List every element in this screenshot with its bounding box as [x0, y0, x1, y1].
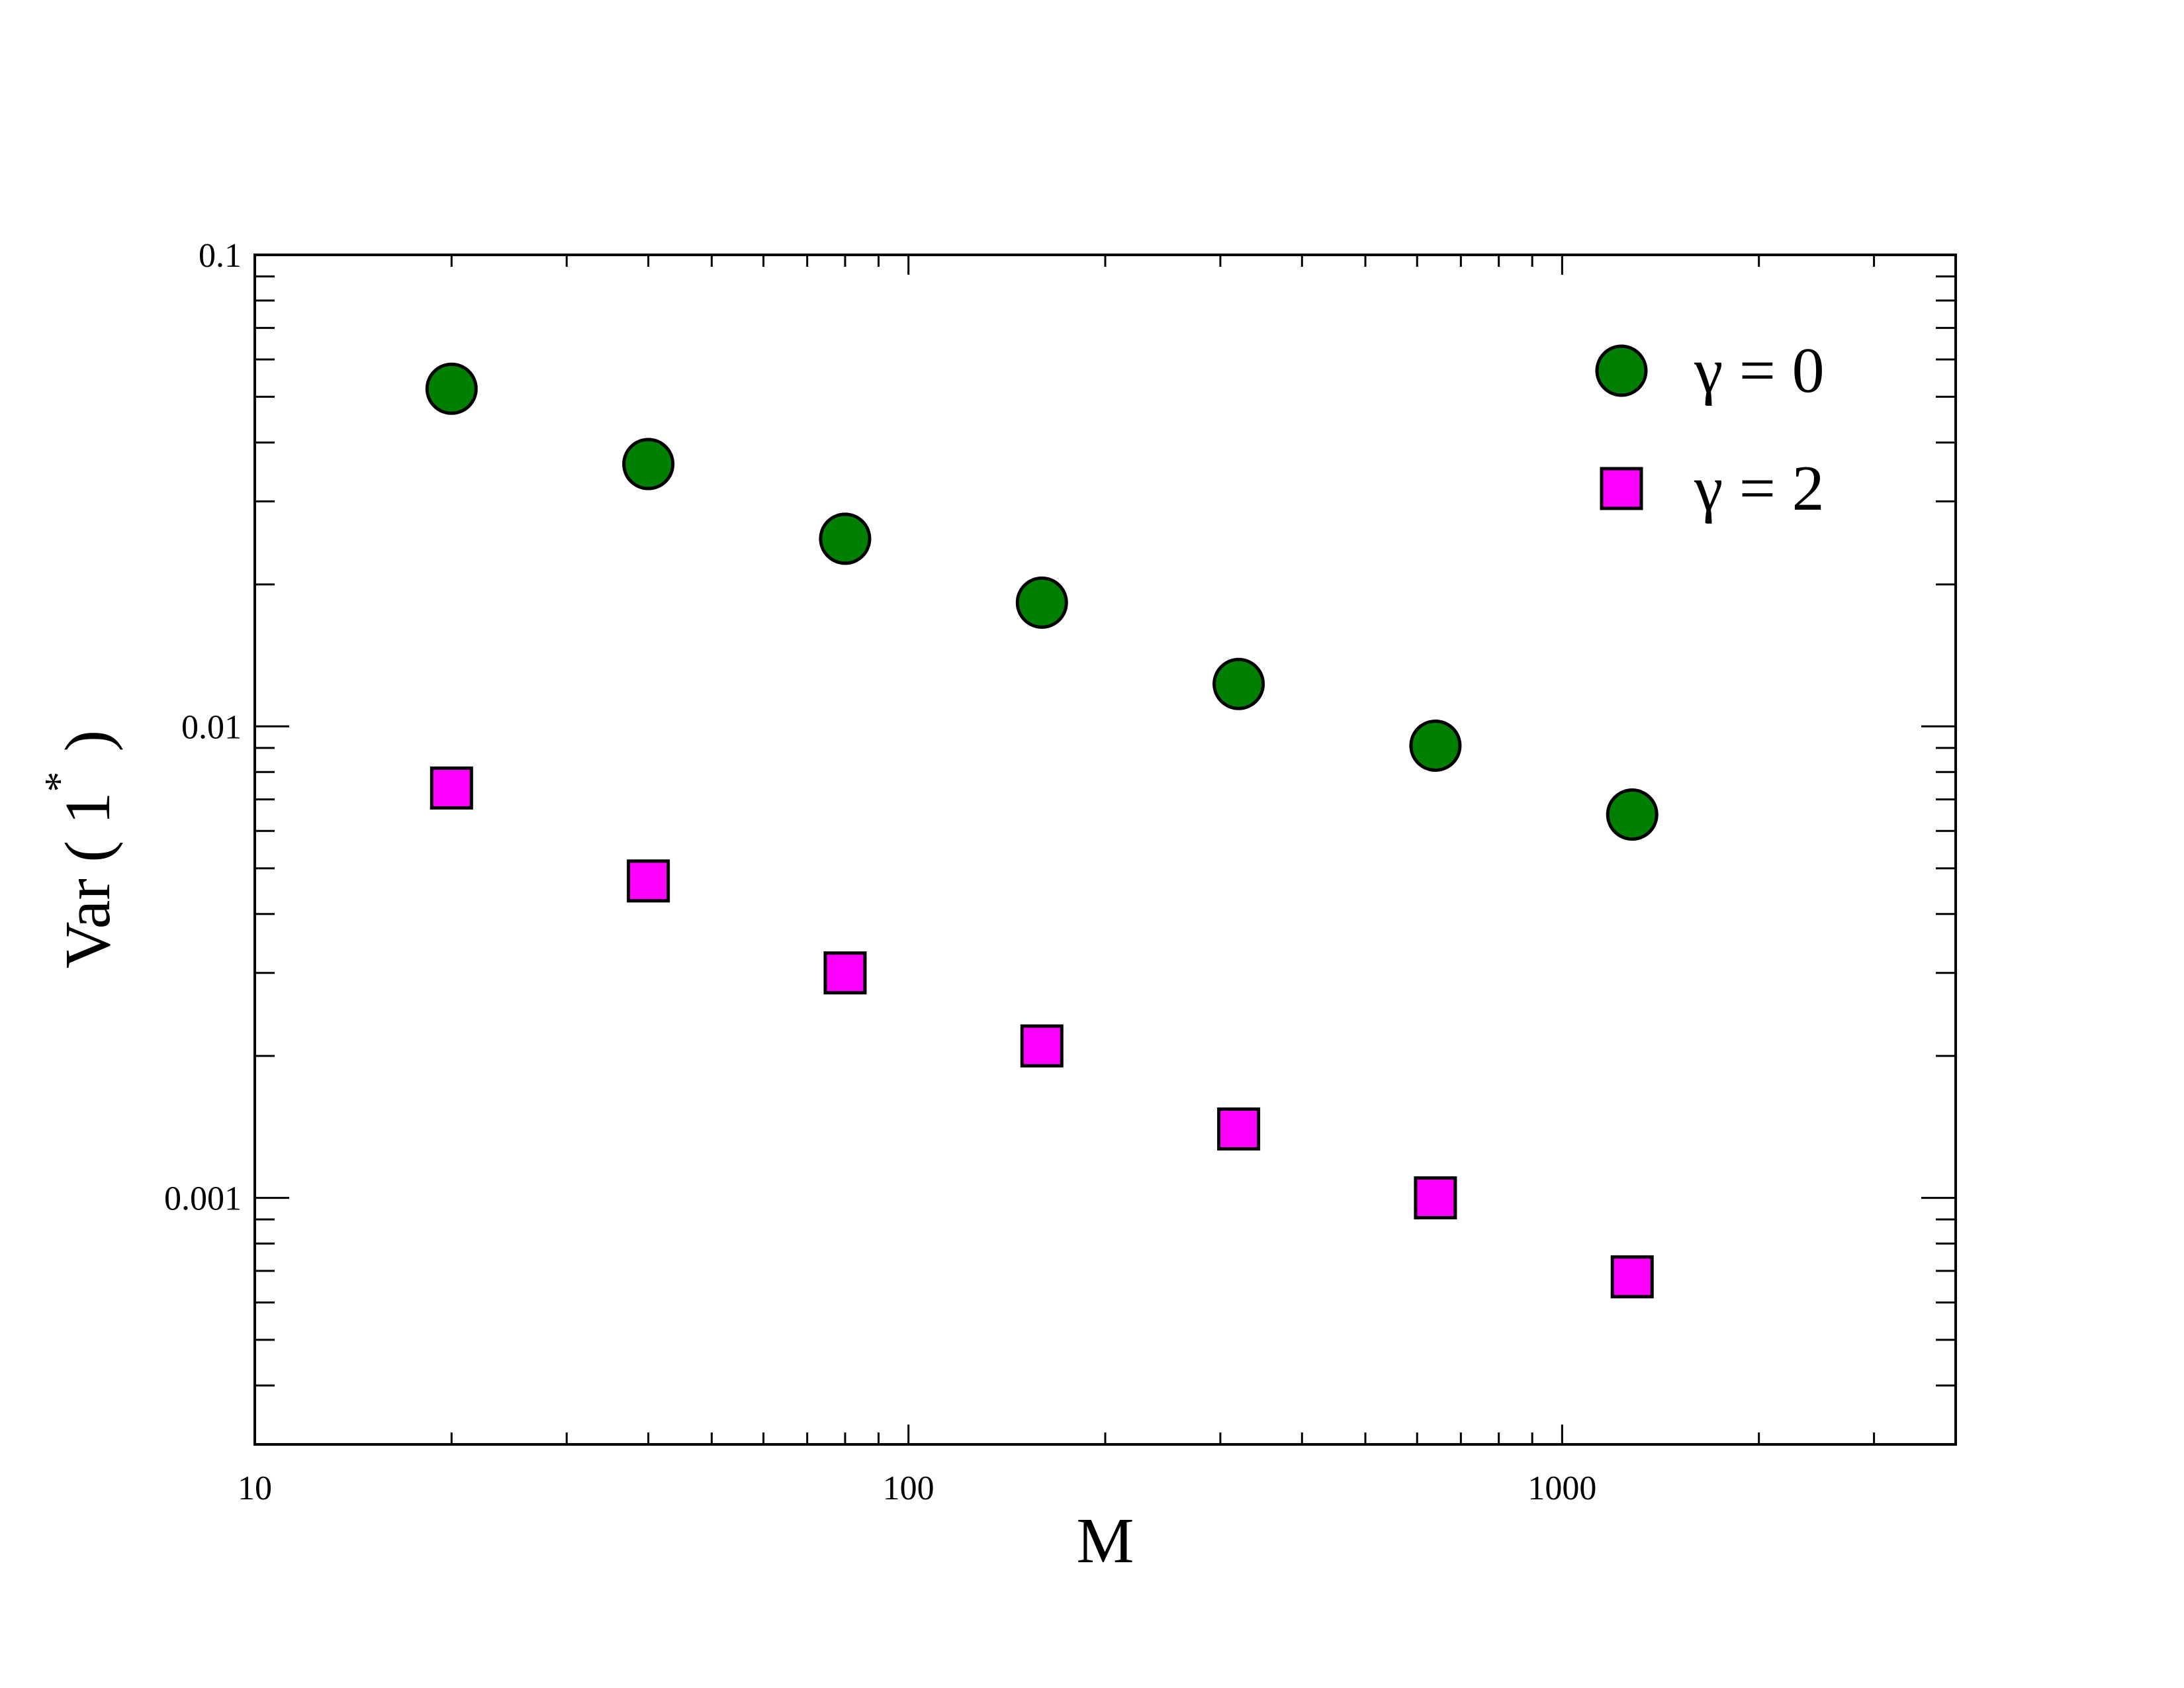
data-point	[430, 766, 473, 810]
data-series	[425, 362, 1659, 1299]
data-point	[1020, 1024, 1064, 1068]
tick-labels: 10 100 1000 0.1 0.01 0.001	[164, 237, 1596, 1507]
x-tick-label: 1000	[1527, 1470, 1596, 1507]
data-point	[627, 859, 670, 903]
series-0	[425, 362, 1659, 841]
y-tick-label: 0.01	[181, 708, 242, 746]
data-point	[1610, 1255, 1654, 1299]
legend: γ = 0 γ = 2	[1595, 335, 1825, 524]
data-point	[1409, 719, 1462, 772]
legend-marker-1	[1600, 467, 1643, 510]
x-tick-label: 100	[883, 1470, 934, 1507]
data-point	[622, 438, 675, 491]
data-point	[1015, 576, 1068, 629]
y-axis-title-superscript: *	[37, 771, 82, 792]
x-tick-label: 10	[238, 1470, 272, 1507]
y-tick-label: 0.001	[164, 1180, 242, 1218]
legend-label-0: γ = 0	[1694, 335, 1825, 406]
legend-marker-0	[1595, 344, 1648, 397]
data-point	[1606, 788, 1659, 841]
axis-ticks	[253, 254, 1957, 1446]
data-point	[1414, 1176, 1457, 1220]
plot-area-frame	[253, 254, 1957, 1446]
data-point	[425, 362, 478, 415]
svg-text:Var ( 1*): Var ( 1*)	[37, 730, 124, 968]
legend-label-1: γ = 2	[1694, 453, 1825, 524]
data-point	[819, 512, 872, 565]
series-1	[430, 766, 1654, 1299]
data-point	[1217, 1107, 1261, 1150]
data-point	[1212, 657, 1265, 710]
y-tick-label: 0.1	[199, 237, 242, 275]
y-axis-title-close: )	[52, 730, 124, 752]
y-axis-title-main: Var ( 1	[52, 792, 124, 968]
data-point	[823, 951, 867, 995]
x-axis-title: M	[1076, 1505, 1134, 1577]
y-axis-title: Var ( 1*)	[37, 730, 124, 968]
